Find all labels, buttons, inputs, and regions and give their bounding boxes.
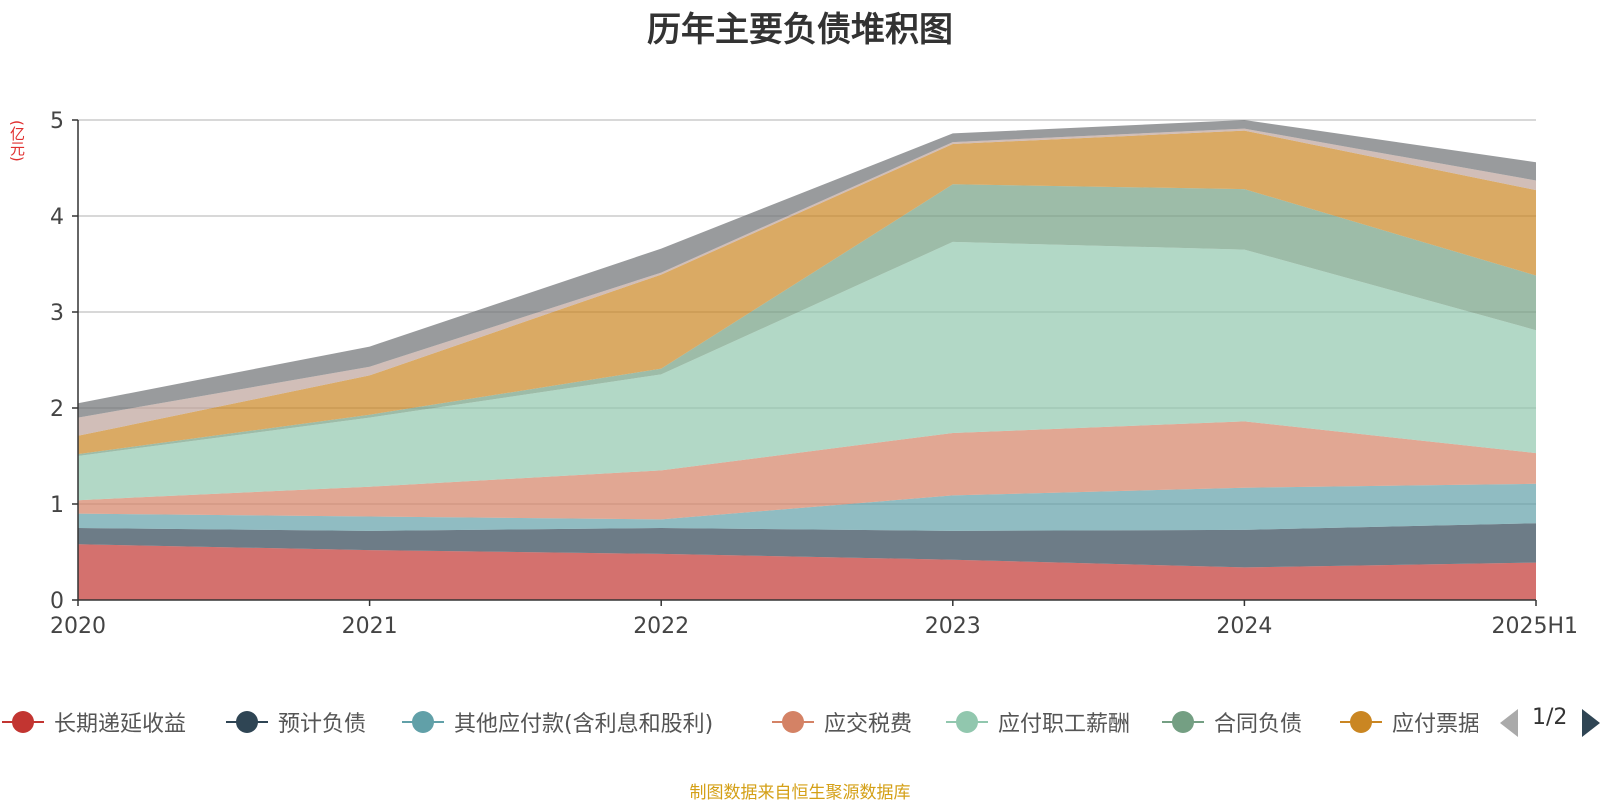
y-axis-unit: (亿元) <box>8 120 26 162</box>
legend-label: 其他应付款(含利息和股利) <box>454 712 714 737</box>
page-prev-icon[interactable] <box>1500 709 1518 737</box>
legend-label: 应交税费 <box>824 712 913 737</box>
x-tick-label: 2025H1 <box>1491 614 1578 639</box>
source-note: 制图数据来自恒生聚源数据库 <box>689 783 911 803</box>
legend-item[interactable]: 应付票据 <box>1338 700 1478 744</box>
y-tick-label: 2 <box>50 397 64 422</box>
legend-marker-icon <box>0 700 46 744</box>
area-series-1 <box>78 523 1536 568</box>
legend-marker-icon <box>944 700 990 744</box>
legend-label: 长期递延收益 <box>54 712 187 737</box>
page-next-icon[interactable] <box>1582 709 1600 737</box>
legend-marker-icon <box>1338 700 1384 744</box>
y-tick-label: 1 <box>50 493 64 518</box>
x-tick-label: 2023 <box>925 614 981 639</box>
legend-item[interactable]: 合同负债 <box>1160 700 1302 744</box>
legend-items: 长期递延收益 预计负债 其他应付款(含利息和股利) 应交税费 应付职工薪酬 合同负债 应付票… <box>0 700 1478 744</box>
legend-label: 预计负债 <box>278 712 367 737</box>
area-series-4 <box>78 241 1536 501</box>
legend-marker-icon <box>224 700 270 744</box>
chart-title: 历年主要负债堆积图 <box>647 10 953 50</box>
x-tick-label: 2024 <box>1216 614 1272 639</box>
chart-canvas: 0 1 2 3 4 5 2020 2021 2022 2023 2024 2025H1 <box>50 109 1578 639</box>
legend-label: 应付职工薪酬 <box>998 712 1131 737</box>
legend-marker-icon <box>770 700 816 744</box>
legend-marker-icon <box>400 700 446 744</box>
area-series-8 <box>78 120 1536 418</box>
y-tick-label: 0 <box>50 589 64 614</box>
legend-marker-icon <box>1160 700 1206 744</box>
axes: 0 1 2 3 4 5 2020 2021 2022 2023 2024 2025H1 <box>50 109 1578 639</box>
legend-item[interactable]: 其他应付款(含利息和股利) <box>400 700 713 744</box>
legend-page-indicator: 1/2 <box>1532 705 1568 730</box>
x-tick-label: 2022 <box>633 614 689 639</box>
legend-item[interactable]: 预计负债 <box>224 700 366 744</box>
legend-item[interactable]: 长期递延收益 <box>0 700 186 744</box>
area-series-7 <box>78 128 1536 436</box>
legend-item[interactable]: 应交税费 <box>770 700 912 744</box>
area-series-0 <box>78 544 1536 600</box>
y-tick-label: 5 <box>50 109 64 134</box>
legend-label: 合同负债 <box>1214 712 1303 737</box>
area-series-3 <box>78 421 1536 520</box>
y-tick-label: 4 <box>50 205 64 230</box>
x-tick-label: 2021 <box>342 614 398 639</box>
legend-label: 应付票据 <box>1392 712 1478 737</box>
stacked-areas <box>78 120 1536 600</box>
area-series-6 <box>78 130 1536 455</box>
x-tick-label: 2020 <box>50 614 106 639</box>
y-tick-label: 3 <box>50 301 64 326</box>
area-series-2 <box>78 483 1536 531</box>
legend: 长期递延收益 预计负债 其他应付款(含利息和股利) 应交税费 应付职工薪酬 合同负债 应付票… <box>0 700 1600 744</box>
legend-item[interactable]: 应付职工薪酬 <box>944 700 1130 744</box>
legend-pager: 1/2 <box>1500 700 1600 744</box>
